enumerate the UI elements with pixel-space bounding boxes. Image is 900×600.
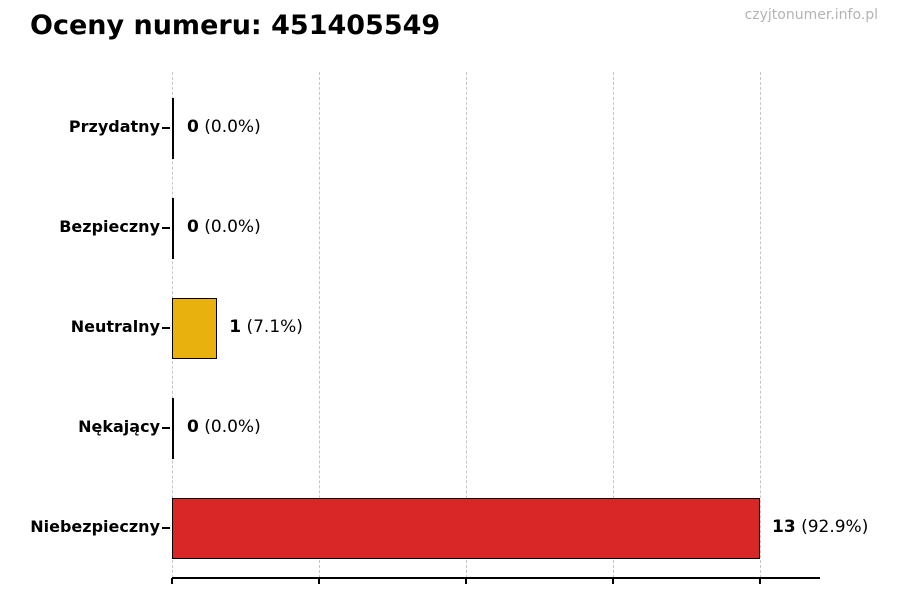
x-axis-tick [465,578,467,584]
bar [172,197,174,259]
value-count: 0 [187,217,199,237]
value-percent: (0.0%) [198,217,261,237]
gridline [465,72,467,578]
category-label: Bezpieczny [59,217,160,236]
bar [172,97,174,159]
value-count: 13 [772,517,796,537]
x-axis-tick [759,578,761,584]
category-label: Neutralny [70,317,160,336]
x-axis-tick [318,578,320,584]
gridline [318,72,320,578]
category-tick [162,127,170,129]
bar [172,497,760,559]
value-label: 0 (0.0%) [187,217,261,237]
value-percent: (7.1%) [241,317,303,337]
value-percent: (0.0%) [198,117,261,137]
value-count: 1 [229,317,242,337]
category-tick [162,227,170,229]
value-label: 13 (92.9%) [772,517,868,537]
gridline [759,72,761,578]
category-tick [162,327,170,329]
category-tick [162,527,170,529]
category-label: Niebezpieczny [30,517,160,536]
gridline [612,72,614,578]
value-count: 0 [187,117,199,137]
x-axis-line [172,577,820,579]
watermark: czyjtonumer.info.pl [744,7,878,23]
category-tick [162,427,170,429]
value-label: 0 (0.0%) [187,117,261,137]
category-label: Nękający [78,417,160,436]
x-axis-tick [171,578,173,584]
bar [172,397,174,459]
value-percent: (92.9%) [795,517,869,537]
category-label: Przydatny [68,117,160,136]
value-label: 1 (7.1%) [229,317,303,337]
value-percent: (0.0%) [198,417,261,437]
value-count: 0 [187,417,199,437]
bar [172,297,218,359]
page-title: Oceny numeru: 451405549 [30,10,441,41]
value-label: 0 (0.0%) [187,417,261,437]
x-axis-tick [612,578,614,584]
